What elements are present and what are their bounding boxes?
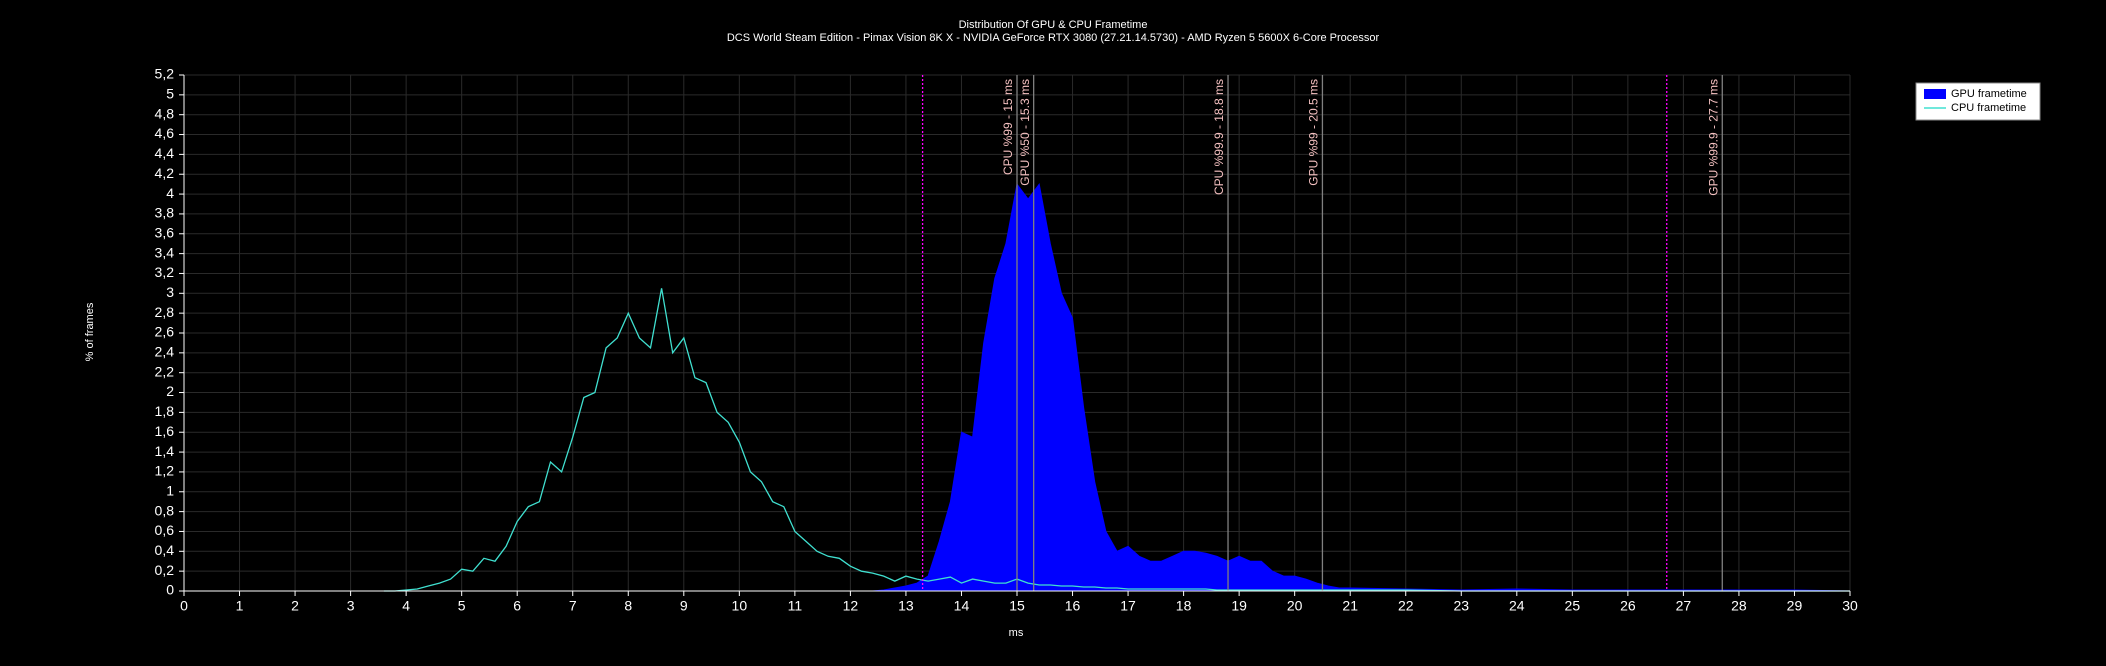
- reference-label: GPU %99 - 20.5 ms: [1307, 79, 1321, 186]
- x-tick-label: 22: [1398, 598, 1414, 614]
- y-tick-label: 2: [166, 383, 174, 399]
- y-tick-label: 4,4: [155, 145, 175, 161]
- x-tick-label: 6: [513, 598, 521, 614]
- x-tick-label: 2: [291, 598, 299, 614]
- y-tick-label: 2,2: [155, 363, 175, 379]
- y-tick-label: 0: [166, 582, 174, 598]
- x-tick-label: 14: [954, 598, 970, 614]
- x-tick-label: 8: [624, 598, 632, 614]
- y-tick-label: 0,8: [155, 502, 175, 518]
- reference-label: GPU %50 - 15.3 ms: [1018, 79, 1032, 186]
- x-tick-label: 25: [1565, 598, 1581, 614]
- x-axis-label: ms: [1009, 627, 1024, 639]
- x-tick-label: 18: [1176, 598, 1192, 614]
- y-axis-label: % of frames: [84, 302, 96, 361]
- x-tick-label: 19: [1231, 598, 1247, 614]
- x-tick-label: 9: [680, 598, 688, 614]
- x-tick-label: 3: [347, 598, 355, 614]
- x-tick-label: 11: [788, 598, 803, 614]
- x-tick-label: 0: [180, 598, 188, 614]
- y-tick-label: 4,2: [155, 165, 175, 181]
- legend-label: CPU frametime: [1951, 102, 2026, 114]
- chart-subtitle: DCS World Steam Edition - Pimax Vision 8…: [727, 32, 1380, 44]
- reference-label: CPU %99.9 - 18.8 ms: [1212, 79, 1226, 195]
- reference-label: CPU %99 - 15 ms: [1001, 79, 1015, 175]
- x-tick-label: 23: [1453, 598, 1469, 614]
- x-tick-label: 7: [569, 598, 577, 614]
- x-tick-label: 26: [1620, 598, 1636, 614]
- y-tick-label: 0,4: [155, 542, 175, 558]
- x-tick-label: 10: [732, 598, 748, 614]
- x-tick-label: 1: [236, 598, 244, 614]
- y-tick-label: 2,8: [155, 304, 175, 320]
- x-tick-label: 21: [1342, 598, 1358, 614]
- reference-label: GPU %99.9 - 27.7 ms: [1706, 79, 1720, 196]
- x-tick-label: 29: [1787, 598, 1803, 614]
- x-tick-label: 30: [1842, 598, 1858, 614]
- y-tick-label: 2,6: [155, 324, 175, 340]
- x-tick-label: 28: [1731, 598, 1747, 614]
- x-tick-label: 24: [1509, 598, 1525, 614]
- y-tick-label: 0,2: [155, 562, 175, 578]
- y-tick-label: 3,6: [155, 224, 175, 240]
- y-tick-label: 5: [166, 86, 174, 102]
- legend-swatch: [1924, 89, 1946, 99]
- y-tick-label: 1,2: [155, 463, 175, 479]
- legend-label: GPU frametime: [1951, 88, 2027, 100]
- x-tick-label: 4: [402, 598, 410, 614]
- x-tick-label: 17: [1120, 598, 1136, 614]
- y-tick-label: 3,4: [155, 244, 175, 260]
- y-tick-label: 2,4: [155, 344, 175, 360]
- y-tick-label: 1,8: [155, 403, 175, 419]
- x-tick-label: 5: [458, 598, 466, 614]
- y-tick-label: 1,4: [155, 443, 175, 459]
- y-tick-label: 3,8: [155, 205, 175, 221]
- y-tick-label: 4,8: [155, 105, 175, 121]
- chart-title: Distribution Of GPU & CPU Frametime: [959, 19, 1148, 31]
- x-tick-label: 16: [1065, 598, 1081, 614]
- legend: GPU frametime CPU frametime: [1915, 82, 2041, 121]
- x-tick-label: 20: [1287, 598, 1303, 614]
- y-tick-label: 4,6: [155, 125, 175, 141]
- y-tick-label: 3: [166, 284, 174, 300]
- x-tick-label: 12: [843, 598, 859, 614]
- x-tick-label: 13: [898, 598, 914, 614]
- y-tick-label: 4: [166, 185, 174, 201]
- y-tick-label: 1: [166, 482, 174, 498]
- x-tick-label: 15: [1009, 598, 1025, 614]
- cpu-line: [383, 288, 1850, 592]
- y-tick-label: 3,2: [155, 264, 175, 280]
- y-tick-label: 0,6: [155, 522, 175, 538]
- y-tick-label: 5,2: [155, 66, 175, 82]
- x-tick-label: 27: [1676, 598, 1692, 614]
- y-tick-label: 1,6: [155, 423, 175, 439]
